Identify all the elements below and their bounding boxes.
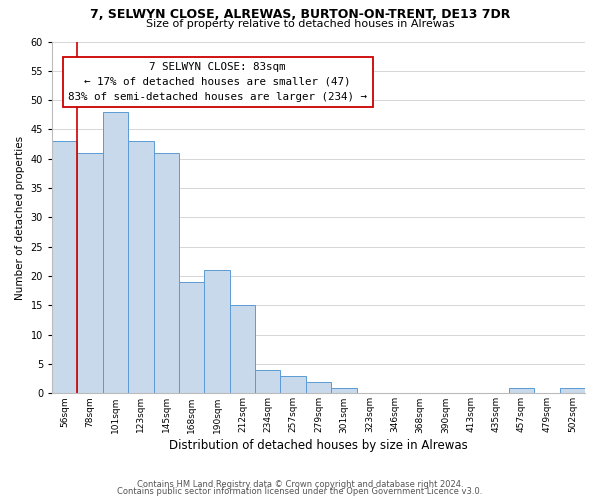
Bar: [560, 388, 585, 394]
Bar: [331, 388, 356, 394]
Text: Size of property relative to detached houses in Alrewas: Size of property relative to detached ho…: [146, 19, 454, 29]
Bar: [509, 388, 534, 394]
Text: 7 SELWYN CLOSE: 83sqm
← 17% of detached houses are smaller (47)
83% of semi-deta: 7 SELWYN CLOSE: 83sqm ← 17% of detached …: [68, 62, 367, 102]
Y-axis label: Number of detached properties: Number of detached properties: [15, 136, 25, 300]
Text: Contains HM Land Registry data © Crown copyright and database right 2024.: Contains HM Land Registry data © Crown c…: [137, 480, 463, 489]
X-axis label: Distribution of detached houses by size in Alrewas: Distribution of detached houses by size …: [169, 440, 468, 452]
Bar: [280, 376, 306, 394]
Text: Contains public sector information licensed under the Open Government Licence v3: Contains public sector information licen…: [118, 487, 482, 496]
Bar: [179, 282, 205, 394]
Bar: [103, 112, 128, 394]
Bar: [52, 141, 77, 394]
Bar: [154, 153, 179, 394]
Bar: [205, 270, 230, 394]
Bar: [306, 382, 331, 394]
Bar: [77, 153, 103, 394]
Bar: [128, 141, 154, 394]
Bar: [230, 306, 255, 394]
Text: 7, SELWYN CLOSE, ALREWAS, BURTON-ON-TRENT, DE13 7DR: 7, SELWYN CLOSE, ALREWAS, BURTON-ON-TREN…: [90, 8, 510, 20]
Bar: [255, 370, 280, 394]
